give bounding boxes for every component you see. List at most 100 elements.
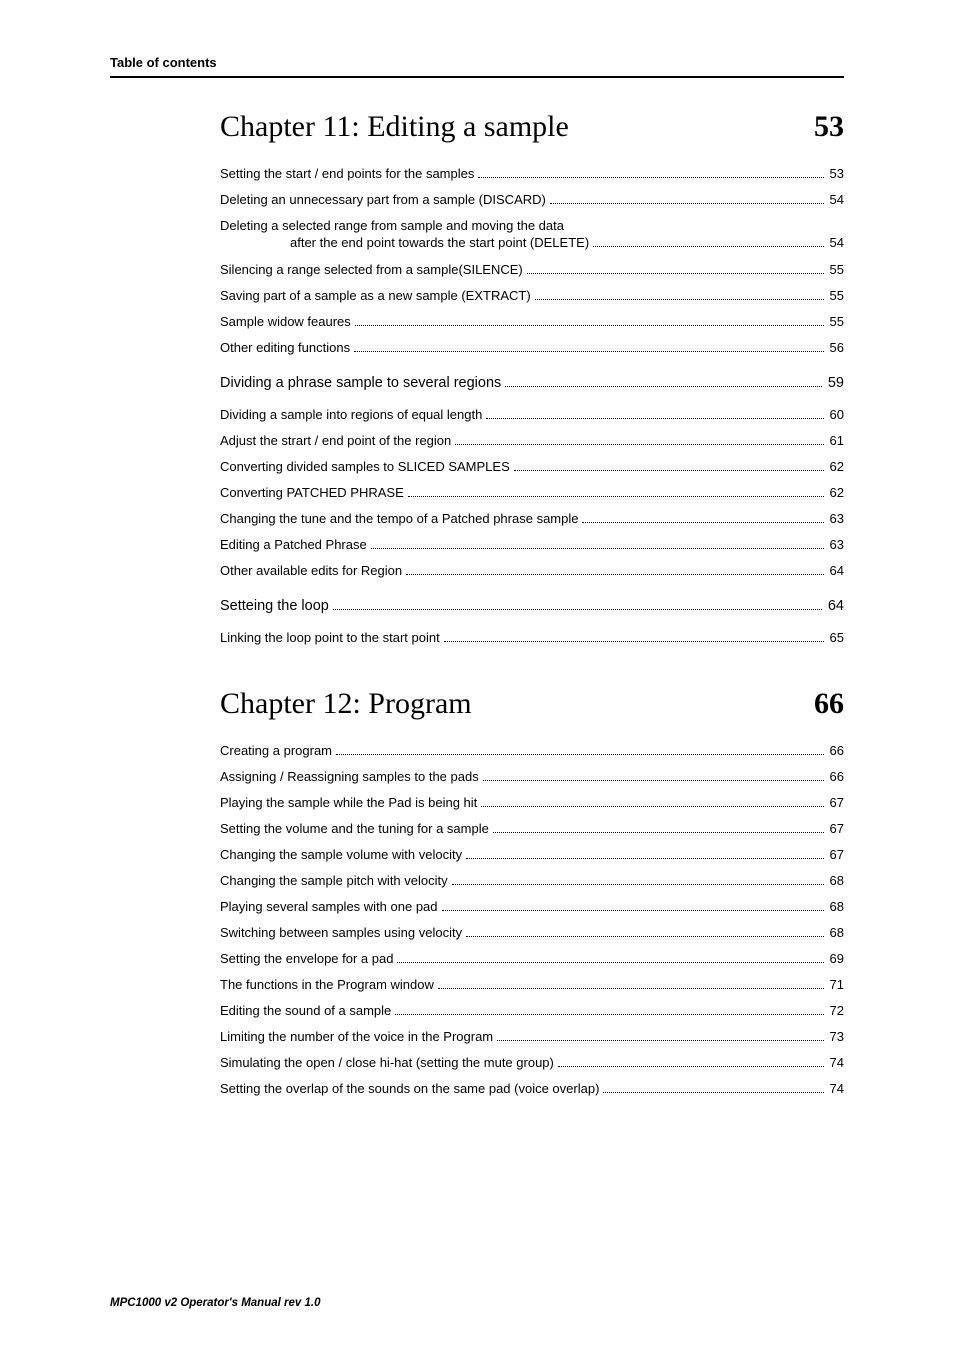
leader-dots (593, 246, 823, 247)
chapter-title: Chapter 12: Program (220, 687, 472, 721)
toc-entry-label: Limiting the number of the voice in the … (220, 1029, 493, 1044)
toc-entry[interactable]: Changing the sample volume with velocity… (220, 847, 844, 862)
toc-entry[interactable]: Playing the sample while the Pad is bein… (220, 795, 844, 810)
toc-entry-page: 54 (828, 192, 844, 207)
toc-entry-page: 56 (828, 340, 844, 355)
toc-entry-page: 68 (828, 925, 844, 940)
toc-entry[interactable]: Limiting the number of the voice in the … (220, 1029, 844, 1044)
leader-dots (406, 574, 823, 575)
toc-entry-label-line2: after the end point towards the start po… (290, 235, 589, 250)
leader-dots (493, 832, 824, 833)
toc-entry-page: 63 (828, 511, 844, 526)
toc-entry[interactable]: Creating a program 66 (220, 743, 844, 758)
chapter-row: Chapter 11: Editing a sample 53 (220, 110, 844, 144)
leader-dots (444, 641, 824, 642)
toc-entry-label: Editing the sound of a sample (220, 1003, 391, 1018)
toc-entry[interactable]: Converting PATCHED PHRASE 62 (220, 485, 844, 500)
toc-entry[interactable]: Sample widow feaures 55 (220, 314, 844, 329)
leader-dots (397, 962, 823, 963)
chapter-page-number: 66 (814, 687, 844, 721)
toc-entry-page: 74 (828, 1055, 844, 1070)
toc-entry-label: Adjust the strart / end point of the reg… (220, 433, 451, 448)
toc-entry[interactable]: Deleting a selected range from sample an… (220, 218, 844, 250)
toc-entry-label: Assigning / Reassigning samples to the p… (220, 769, 479, 784)
toc-entry[interactable]: Assigning / Reassigning samples to the p… (220, 769, 844, 784)
toc-entry-page: 68 (828, 873, 844, 888)
toc-entry-label: Setting the volume and the tuning for a … (220, 821, 489, 836)
toc-entry-label: Editing a Patched Phrase (220, 537, 367, 552)
toc-entry-page: 67 (828, 847, 844, 862)
toc-entry[interactable]: Setting the volume and the tuning for a … (220, 821, 844, 836)
toc-content: Chapter 11: Editing a sample 53 Setting … (110, 110, 844, 1096)
toc-entry-page: 67 (828, 795, 844, 810)
leader-dots (455, 444, 823, 445)
toc-entry-page: 62 (828, 485, 844, 500)
toc-entry-label: Sample widow feaures (220, 314, 351, 329)
toc-entry[interactable]: Converting divided samples to SLICED SAM… (220, 459, 844, 474)
toc-entry-label: Converting divided samples to SLICED SAM… (220, 459, 510, 474)
toc-entry-label: Silencing a range selected from a sample… (220, 262, 523, 277)
toc-entry[interactable]: Changing the sample pitch with velocity … (220, 873, 844, 888)
toc-entry-label: Other available edits for Region (220, 563, 402, 578)
toc-entry-page: 63 (828, 537, 844, 552)
toc-section[interactable]: Setteing the loop 64 (220, 598, 844, 614)
leader-dots (550, 203, 824, 204)
toc-entry-label: Playing several samples with one pad (220, 899, 438, 914)
leader-dots (333, 609, 822, 610)
header-label: Table of contents (110, 55, 844, 70)
toc-entry[interactable]: Editing a Patched Phrase 63 (220, 537, 844, 552)
toc-entry[interactable]: Dividing a sample into regions of equal … (220, 407, 844, 422)
toc-entry[interactable]: Changing the tune and the tempo of a Pat… (220, 511, 844, 526)
toc-entry-label: Setting the envelope for a pad (220, 951, 393, 966)
toc-entry[interactable]: Deleting an unnecessary part from a samp… (220, 192, 844, 207)
header-rule (110, 76, 844, 78)
leader-dots (466, 858, 823, 859)
toc-entry-page: 74 (828, 1081, 844, 1096)
leader-dots (336, 754, 824, 755)
toc-entry-page: 71 (828, 977, 844, 992)
leader-dots (442, 910, 824, 911)
toc-entry-page: 60 (828, 407, 844, 422)
footer-text: MPC1000 v2 Operator's Manual rev 1.0 (110, 1297, 320, 1309)
toc-entry[interactable]: Playing several samples with one pad 68 (220, 899, 844, 914)
leader-dots (466, 936, 823, 937)
leader-dots (452, 884, 824, 885)
toc-entry[interactable]: Silencing a range selected from a sample… (220, 262, 844, 277)
toc-section-label: Setteing the loop (220, 598, 329, 614)
toc-entry[interactable]: Saving part of a sample as a new sample … (220, 288, 844, 303)
toc-entry-page: 69 (828, 951, 844, 966)
toc-entry-page: 55 (828, 262, 844, 277)
toc-entry-label-line1: Deleting a selected range from sample an… (220, 218, 844, 233)
toc-entry-label: Dividing a sample into regions of equal … (220, 407, 482, 422)
toc-entry[interactable]: Editing the sound of a sample 72 (220, 1003, 844, 1018)
toc-entry[interactable]: Switching between samples using velocity… (220, 925, 844, 940)
toc-entry-page: 55 (828, 314, 844, 329)
leader-dots (582, 522, 823, 523)
toc-section-label: Dividing a phrase sample to several regi… (220, 375, 501, 391)
toc-entry-label: Deleting an unnecessary part from a samp… (220, 192, 546, 207)
leader-dots (408, 496, 824, 497)
leader-dots (481, 806, 823, 807)
toc-section[interactable]: Dividing a phrase sample to several regi… (220, 375, 844, 391)
toc-entry-label: Changing the sample pitch with velocity (220, 873, 448, 888)
toc-entry-page: 66 (828, 743, 844, 758)
toc-entry[interactable]: Setting the start / end points for the s… (220, 166, 844, 181)
toc-entry[interactable]: Linking the loop point to the start poin… (220, 630, 844, 645)
toc-entry[interactable]: Adjust the strart / end point of the reg… (220, 433, 844, 448)
page: Table of contents Chapter 11: Editing a … (0, 0, 954, 1351)
toc-entry-label: Setting the start / end points for the s… (220, 166, 474, 181)
toc-entry[interactable]: Setting the envelope for a pad 69 (220, 951, 844, 966)
toc-entry[interactable]: Other available edits for Region 64 (220, 563, 844, 578)
toc-entry[interactable]: Simulating the open / close hi-hat (sett… (220, 1055, 844, 1070)
chapter-row: Chapter 12: Program 66 (220, 687, 844, 721)
leader-dots (497, 1040, 823, 1041)
toc-entry-label: Converting PATCHED PHRASE (220, 485, 404, 500)
toc-entry[interactable]: The functions in the Program window 71 (220, 977, 844, 992)
toc-entry-label: Simulating the open / close hi-hat (sett… (220, 1055, 554, 1070)
leader-dots (438, 988, 824, 989)
toc-entry[interactable]: Other editing functions 56 (220, 340, 844, 355)
leader-dots (354, 351, 823, 352)
toc-entry-label: Creating a program (220, 743, 332, 758)
toc-entry-page: 61 (828, 433, 844, 448)
toc-entry[interactable]: Setting the overlap of the sounds on the… (220, 1081, 844, 1096)
